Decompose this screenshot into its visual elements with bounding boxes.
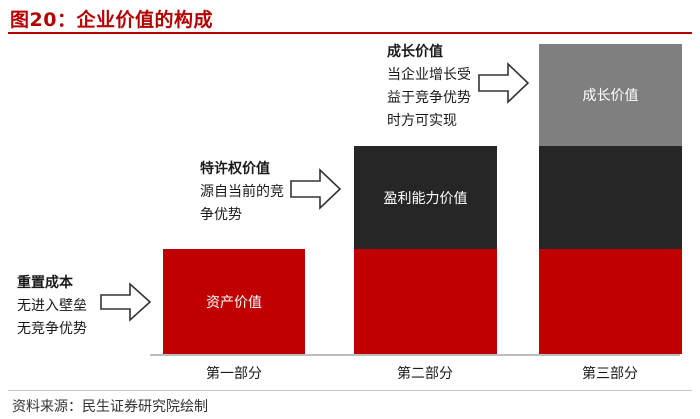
asset-value-block-col3 — [539, 249, 682, 354]
note-heading: 成长价值 — [387, 44, 443, 60]
note-line: 益于竞争优势 — [387, 90, 471, 106]
figure-title: 图20：企业价值的构成 — [10, 9, 213, 31]
note-line: 无进入壁垒 — [17, 298, 87, 314]
asset-value-block-col1: 资产价值 — [163, 249, 305, 354]
note-line: 当企业增长受 — [387, 67, 471, 83]
note-heading: 重置成本 — [17, 275, 73, 291]
growth-value-label: 成长价值 — [582, 88, 639, 104]
note-line: 无竞争优势 — [17, 321, 87, 337]
right-arrow-icon — [478, 62, 530, 104]
asset-value-label: 资产价值 — [206, 294, 262, 311]
right-arrow-icon — [290, 168, 342, 210]
growth-value-block-col3: 成长价值 — [539, 44, 682, 146]
note-replacement-cost: 重置成本 无进入壁垒 无竞争优势 — [17, 272, 87, 341]
baseline — [150, 354, 680, 356]
right-arrow-icon — [100, 282, 152, 322]
franchise-value-label: 盈利能力价值 — [383, 190, 468, 207]
note-line: 时方可实现 — [387, 113, 457, 129]
note-growth-value: 成长价值 当企业增长受 益于竞争优势 时方可实现 — [387, 41, 471, 133]
source-note: 资料来源：民生证券研究院绘制 — [12, 399, 208, 415]
franchise-value-block-col2: 盈利能力价值 — [354, 146, 497, 249]
footer-divider — [8, 390, 692, 391]
column-label-1: 第一部分 — [206, 366, 262, 382]
column-label-2: 第二部分 — [397, 366, 453, 382]
column-label-3: 第三部分 — [582, 366, 638, 382]
note-heading: 特许权价值 — [200, 161, 270, 177]
franchise-value-block-col3 — [539, 146, 682, 249]
title-divider — [8, 32, 692, 34]
note-line: 源自当前的竞 — [200, 184, 284, 200]
note-line: 争优势 — [200, 207, 242, 223]
note-franchise-value: 特许权价值 源自当前的竞 争优势 — [200, 158, 284, 227]
asset-value-block-col2 — [354, 249, 497, 354]
